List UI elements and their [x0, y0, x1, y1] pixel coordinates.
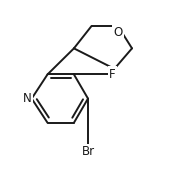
Text: O: O: [113, 26, 122, 39]
Text: Br: Br: [81, 145, 95, 158]
Text: F: F: [109, 68, 116, 81]
Text: N: N: [23, 92, 32, 105]
